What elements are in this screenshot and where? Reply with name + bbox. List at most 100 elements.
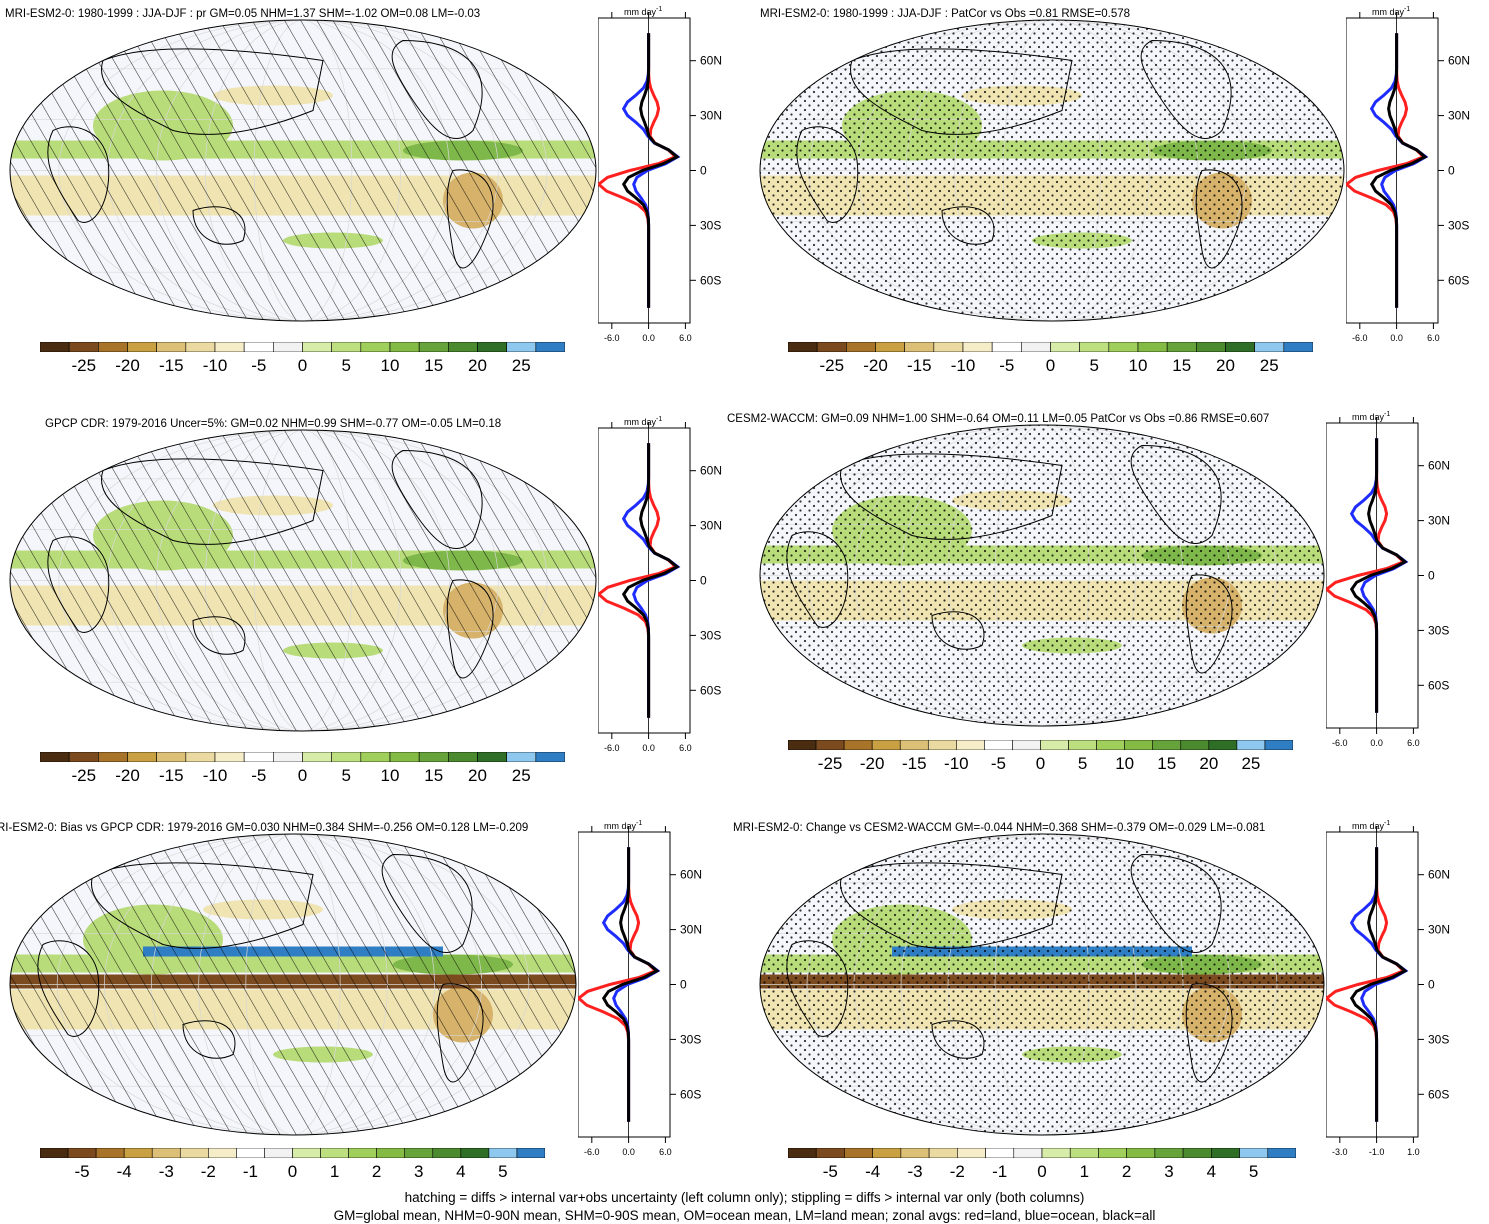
continent-outline (446, 169, 494, 269)
colorbar-tick-label: -10 (202, 356, 228, 375)
lat-label: 30N (1448, 109, 1470, 123)
colorbar-tick-label: -25 (819, 356, 845, 375)
zonal-xtick-label: -3.0 (1332, 1147, 1348, 1157)
lat-label: 60N (1428, 868, 1450, 882)
panel-title: RI-ESM2-0: Bias vs GPCP CDR: 1979-2016 G… (0, 822, 529, 834)
colorbar-tick-label: 1 (1079, 1162, 1090, 1181)
all-series (1349, 847, 1408, 1122)
colorbar-tick-label: 5 (341, 766, 351, 785)
lat-label: 0 (1428, 978, 1435, 992)
lat-label: 0 (680, 978, 687, 992)
colorbar-tick-label: 15 (1157, 754, 1177, 773)
continent-outline (391, 449, 483, 550)
zonal-xtick-label: 0.0 (622, 1147, 635, 1157)
continent-outline (192, 616, 246, 655)
continent-outline (931, 1020, 985, 1059)
lat-label: 30N (700, 519, 722, 533)
land-series (1326, 847, 1407, 1122)
colorbar-tick-label: 0 (1035, 754, 1046, 773)
continent-outline (381, 853, 473, 954)
lat-label: 60S (1428, 1087, 1449, 1101)
zonal-xtick-label: 0.0 (642, 743, 655, 753)
continent-outline (786, 940, 849, 1037)
lat-label: 30S (1428, 623, 1449, 637)
colorbar-tick-label: -15 (158, 766, 184, 785)
colorbar-tick-label: 25 (1241, 754, 1261, 773)
continent-outline (101, 48, 324, 135)
zonal-mean-plot: mm day-1 60N 30N 0 30S 60S -6.0 0.0 6.0 (1326, 411, 1450, 748)
all-series (621, 443, 680, 718)
continent-outline (436, 983, 484, 1083)
colorbar (788, 740, 1293, 750)
all-series (621, 33, 680, 308)
continent-outline (47, 536, 110, 633)
colorbar-tick-label: 0 (297, 766, 308, 785)
colorbar-tick-label: 1 (329, 1162, 340, 1181)
colorbar-tick-label: -1 (242, 1162, 258, 1181)
zonal-xtick-label: 6.0 (1427, 333, 1440, 343)
colorbar-labels: -25 -20 -15 -10 -5 0 5 10 15 20 25 (40, 766, 565, 788)
zonal-xtick-label: 0.0 (642, 333, 655, 343)
continent-outline (182, 1020, 236, 1059)
colorbar-tick-label: 20 (1216, 356, 1235, 375)
lat-label: 30S (680, 1032, 701, 1046)
continent-outline (47, 126, 110, 223)
colorbar-tick-label: 20 (468, 356, 487, 375)
land-series (598, 33, 679, 308)
colorbar (788, 1148, 1296, 1158)
global-map (9, 19, 597, 322)
colorbar-tick-label: 25 (511, 766, 531, 785)
panel-title: CESM2-WACCM: GM=0.09 NHM=1.00 SHM=-0.64 … (727, 413, 1270, 425)
continent-outline (1195, 169, 1243, 269)
colorbar-tick-label: -15 (906, 356, 932, 375)
continent-outline (1140, 39, 1232, 140)
zonal-mean-plot: mm day-1 60N 30N 0 30S 60S -6.0 0.0 6.0 (598, 416, 722, 753)
colorbar-tick-label: -5 (251, 356, 267, 375)
continent-outline (1130, 853, 1222, 954)
colorbar-tick-label: -20 (859, 754, 885, 773)
colorbar-tick-label: -25 (71, 766, 97, 785)
continent-outline (91, 862, 314, 949)
lat-label: 30S (1428, 1032, 1449, 1046)
colorbar-tick-label: 0 (1045, 356, 1056, 375)
colorbar-tick-label: -4 (116, 1162, 132, 1181)
colorbar-tick-label: 4 (456, 1162, 466, 1181)
zonal-units: mm day-1 (1352, 820, 1390, 831)
colorbar-tick-label: -10 (944, 754, 969, 773)
zonal-xtick-label: -6.0 (604, 333, 620, 343)
global-map (9, 429, 597, 732)
zonal-xtick-label: 6.0 (679, 333, 692, 343)
colorbar-tick-label: 20 (468, 766, 487, 785)
colorbar (40, 342, 565, 352)
colorbar-tick-label: 2 (1121, 1162, 1132, 1181)
all-series (601, 847, 660, 1122)
lat-label: 30N (680, 923, 702, 937)
colorbar-labels: -25 -20 -15 -10 -5 0 5 10 15 20 25 (788, 356, 1313, 378)
hatching-overlay (10, 430, 596, 731)
colorbar-tick-label: -15 (158, 356, 184, 375)
all-series (1349, 438, 1408, 713)
land-series (1346, 33, 1427, 308)
colorbar-tick-label: -15 (901, 754, 927, 773)
global-map (9, 833, 577, 1136)
colorbar-tick-label: 5 (1248, 1162, 1259, 1181)
continent-outline (786, 531, 849, 628)
lat-label: 0 (700, 164, 707, 178)
colorbar-tick-label: -5 (999, 356, 1015, 375)
colorbar-tick-label: -5 (990, 754, 1006, 773)
zonal-units: mm day-1 (624, 6, 662, 17)
zonal-mean-plot: mm day-1 60N 30N 0 30S 60S -6.0 0.0 6.0 (578, 820, 702, 1157)
lat-label: 60N (700, 54, 722, 68)
continent-outline (1185, 983, 1233, 1083)
lat-label: 30N (700, 109, 722, 123)
colorbar-tick-label: 15 (424, 356, 444, 375)
colorbar-tick-label: 25 (511, 356, 531, 375)
colorbar-tick-label: -25 (71, 356, 97, 375)
colorbar-tick-label: 15 (1172, 356, 1192, 375)
continent-outline (796, 126, 859, 223)
continent-outline (391, 39, 483, 140)
continent-outline (37, 940, 100, 1037)
zonal-xtick-label: -1.0 (1369, 1147, 1385, 1157)
colorbar-tick-label: -10 (950, 356, 976, 375)
lat-label: 60N (680, 868, 702, 882)
